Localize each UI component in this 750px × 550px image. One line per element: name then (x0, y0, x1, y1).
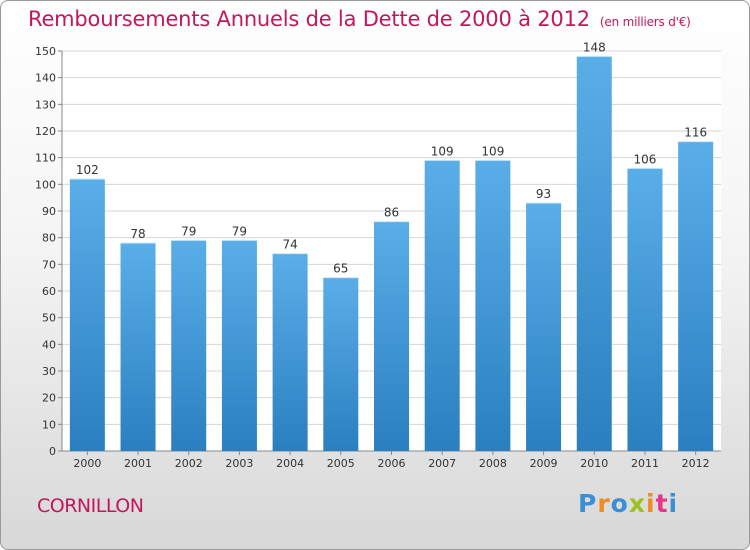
bar (272, 253, 308, 451)
y-tick-label: 140 (35, 72, 56, 85)
data-label: 74 (282, 238, 297, 252)
y-tick-label: 100 (35, 178, 56, 191)
x-tick-label: 2002 (175, 457, 203, 470)
y-tick-label: 70 (42, 258, 56, 271)
bar (323, 277, 359, 451)
bar (678, 141, 714, 451)
x-tick-label: 2012 (682, 457, 710, 470)
logo-letter: r (597, 489, 611, 518)
data-label: 65 (333, 262, 348, 276)
data-label: 106 (634, 152, 657, 166)
x-tick-label: 2011 (631, 457, 659, 470)
y-tick-label: 130 (35, 98, 56, 111)
x-tick-label: 2000 (73, 457, 101, 470)
commune-name: CORNILLON (37, 495, 144, 517)
logo-letter: i (646, 489, 656, 518)
chart-title: Remboursements Annuels de la Dette de 20… (28, 7, 691, 31)
x-tick-label: 2004 (276, 457, 304, 470)
data-label: 116 (684, 126, 707, 140)
logo-letter: P (578, 489, 598, 518)
data-label: 109 (481, 144, 504, 158)
y-tick-label: 20 (42, 392, 56, 405)
chart-subtitle: (en milliers d'€) (599, 15, 691, 29)
logo-letter: x (628, 489, 646, 518)
x-tick-label: 2001 (124, 457, 152, 470)
y-tick-label: 120 (35, 125, 56, 138)
bar (424, 160, 460, 452)
y-tick-label: 110 (35, 152, 56, 165)
data-label: 109 (431, 144, 454, 158)
y-tick-label: 80 (42, 232, 56, 245)
y-tick-label: 30 (42, 365, 56, 378)
data-label: 93 (536, 187, 551, 201)
x-tick-label: 2010 (580, 457, 608, 470)
x-tick-label: 2008 (479, 457, 507, 470)
bar (526, 203, 562, 451)
y-tick-label: 150 (35, 45, 56, 58)
bar (171, 240, 207, 451)
data-label: 79 (181, 224, 196, 238)
bar (475, 160, 511, 452)
logo-letter: o (610, 489, 629, 518)
data-label: 79 (232, 224, 247, 238)
logo-letter: i (668, 489, 679, 518)
y-tick-label: 50 (42, 312, 56, 325)
bar (221, 240, 257, 451)
logo-letter: t (655, 489, 669, 518)
x-tick-label: 2006 (378, 457, 406, 470)
data-label: 148 (583, 40, 606, 54)
y-tick-label: 10 (42, 418, 56, 431)
x-tick-label: 2007 (428, 457, 456, 470)
data-label: 78 (130, 227, 145, 241)
data-label: 102 (76, 163, 99, 177)
bar (120, 243, 156, 451)
y-tick-label: 40 (42, 338, 56, 351)
data-label: 86 (384, 206, 399, 220)
x-tick-label: 2009 (530, 457, 558, 470)
x-tick-label: 2003 (225, 457, 253, 470)
y-tick-label: 90 (42, 205, 56, 218)
bar (374, 221, 409, 451)
bar (627, 168, 663, 452)
x-tick-label: 2005 (327, 457, 355, 470)
y-tick-label: 60 (42, 285, 56, 298)
y-tick-label: 0 (49, 445, 56, 458)
bar (69, 179, 105, 451)
bar (576, 56, 612, 451)
proxiti-logo: Proxiti (578, 489, 678, 518)
